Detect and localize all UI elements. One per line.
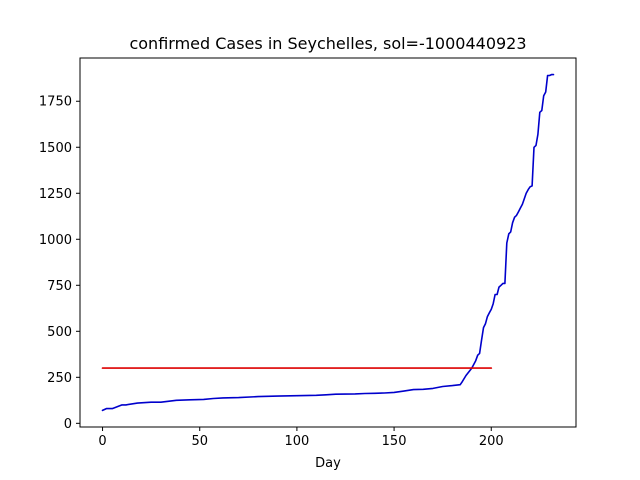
x-tick-label: 0: [98, 434, 106, 449]
chart-title: confirmed Cases in Seychelles, sol=-1000…: [129, 34, 526, 53]
x-tick-label: 200: [479, 434, 504, 449]
y-axis: 0 250 500 750 1000 1250 1500 1750: [39, 95, 80, 432]
x-tick-label: 100: [284, 434, 309, 449]
y-tick-label: 1500: [39, 141, 72, 156]
axes-frame: [79, 57, 577, 428]
y-tick-label: 250: [47, 371, 72, 386]
y-tick-label: 0: [64, 417, 72, 432]
y-tick-label: 1250: [39, 187, 72, 202]
x-tick-label: 50: [191, 434, 208, 449]
y-tick-label: 750: [47, 279, 72, 294]
series-layer: [101, 73, 555, 412]
y-tick-label: 1000: [39, 233, 72, 248]
confirmed-cases-line: [101, 73, 555, 412]
y-tick-label: 1750: [39, 95, 72, 110]
x-axis-label: Day: [315, 456, 341, 471]
x-axis: 0 50 100 150 200: [98, 427, 504, 449]
x-tick-label: 150: [382, 434, 407, 449]
y-tick-label: 500: [47, 325, 72, 340]
